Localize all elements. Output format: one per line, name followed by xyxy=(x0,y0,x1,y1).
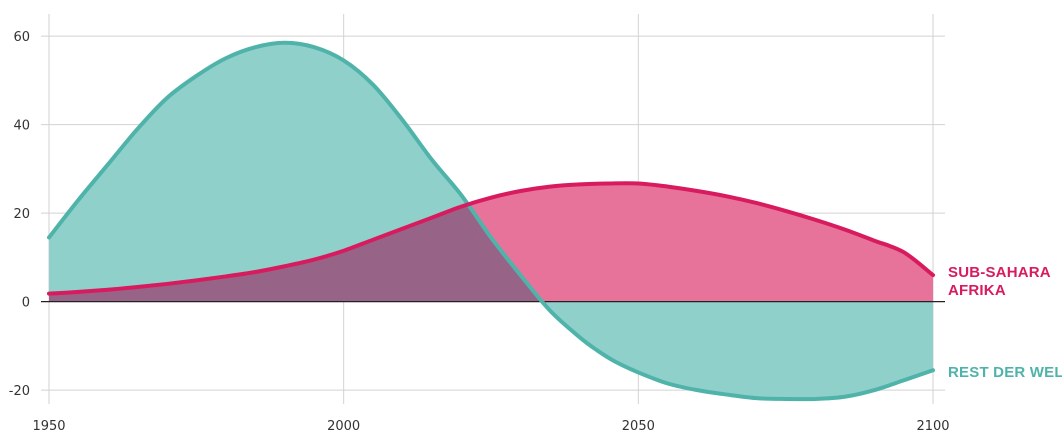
sub-sahara-afrika-label-line: AFRIKA xyxy=(948,282,1006,299)
rest-der-welt-label-line: REST DER WELT xyxy=(948,364,1062,381)
rest-der-welt-line xyxy=(47,40,935,402)
sub-sahara-afrika-label-line: SUB-SAHARA xyxy=(948,264,1051,281)
x-tick-label-2100: 2100 xyxy=(916,419,949,434)
y-axis-ticks: -20 0 20 40 60 xyxy=(9,30,30,399)
sub-sahara-afrika-label: SUB-SAHARA AFRIKA xyxy=(948,264,1051,299)
rest-der-welt-label: REST DER WELT xyxy=(948,364,1062,381)
y-tick-label-20: 20 xyxy=(13,207,30,222)
rest-der-welt-area xyxy=(49,42,933,400)
x-tick-label-2050: 2050 xyxy=(622,419,655,434)
y-tick-label-40: 40 xyxy=(13,119,30,134)
sub-sahara-afrika-line xyxy=(47,181,935,296)
x-axis-ticks: 1950 2000 2050 2100 xyxy=(32,419,949,434)
y-tick-label-60: 60 xyxy=(13,30,30,45)
series-lines xyxy=(47,40,935,402)
x-tick-label-1950: 1950 xyxy=(32,419,65,434)
y-tick-label-0: 0 xyxy=(22,296,30,311)
x-tick-label-2000: 2000 xyxy=(327,419,360,434)
y-tick-label--20: -20 xyxy=(9,384,30,399)
series-areas xyxy=(49,42,933,400)
series-labels: SUB-SAHARA AFRIKA REST DER WELT xyxy=(948,264,1062,381)
